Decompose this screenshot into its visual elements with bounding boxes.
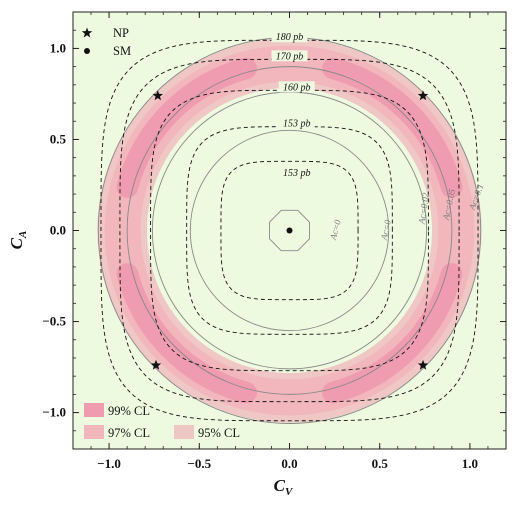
contour-label: 170 pb [276, 51, 304, 62]
x-tick-label: 0.0 [281, 456, 297, 471]
asymmetry-contour [269, 209, 310, 252]
cross-section-contours [100, 39, 479, 422]
x-tick-label: −0.5 [187, 456, 211, 471]
contour-label-bg [271, 31, 308, 43]
y-tick-label: 0.5 [50, 131, 67, 146]
x-tick-label: 0.5 [372, 456, 389, 471]
x-tick-label: 1.0 [462, 456, 478, 471]
asymmetry-contour [126, 66, 453, 395]
x-axis-title: CV [274, 476, 294, 498]
cross-section-contour [150, 89, 429, 372]
legend: NP SM 99% CL 97% CL 95% CL [81, 26, 240, 440]
np-star-marker [417, 359, 429, 370]
contour-label-bg [271, 50, 308, 62]
cross-section-contour [220, 160, 359, 301]
legend-np-label: NP [113, 26, 129, 40]
cl97-band [104, 45, 475, 416]
y-tick-label: 0.0 [50, 223, 66, 238]
x-tick-label: −1.0 [97, 456, 121, 471]
np-star-marker [417, 90, 429, 101]
cross-section-contour [100, 39, 479, 422]
cl99-band [116, 57, 257, 198]
y-tick-label: −0.5 [42, 314, 66, 329]
asymmetry-label: Aᴄ=0.02 [416, 192, 430, 226]
np-star-marker [152, 90, 164, 101]
legend-cl-label: 99% CL [108, 404, 150, 418]
contour-label-bg [278, 117, 315, 129]
contour-label: 160 pb [283, 82, 311, 93]
legend-sm-dot [84, 48, 90, 54]
y-tick-label: −1.0 [42, 405, 66, 420]
legend-swatch [84, 403, 104, 417]
legend-swatch [84, 425, 104, 439]
legend-cl-label: 97% CL [108, 426, 150, 440]
legend-cl-label: 95% CL [198, 426, 240, 440]
cross-section-contour [186, 126, 393, 335]
sm-dot-marker [286, 227, 293, 234]
contour-label-bg [278, 166, 315, 178]
y-tick-label: 1.0 [50, 40, 66, 55]
contour-label: 153 pb [283, 168, 311, 179]
cross-section-contour [119, 58, 460, 403]
y-axis-title: CA [7, 231, 29, 250]
contour-label: 180 pb [276, 32, 304, 43]
legend-swatch [174, 425, 194, 439]
markers [150, 90, 429, 370]
cl99-band [116, 263, 257, 404]
contour-label: 153 pb [283, 119, 311, 130]
asymmetry-contour [189, 129, 390, 332]
legend-np-star [81, 27, 93, 38]
contour-label-bg [278, 81, 315, 93]
asymmetry-label: Aᴄ=0 [379, 219, 393, 242]
contour-labels: 180 pb 170 pb 160 pb 153 pb 153 pb [271, 31, 315, 179]
np-star-marker [150, 359, 162, 370]
axis-ticks: −1.0 −0.5 0.0 0.5 1.0 1.0 0.5 0.0 −0.5 −1.0 [42, 12, 506, 471]
legend-sm-label: SM [113, 44, 131, 58]
